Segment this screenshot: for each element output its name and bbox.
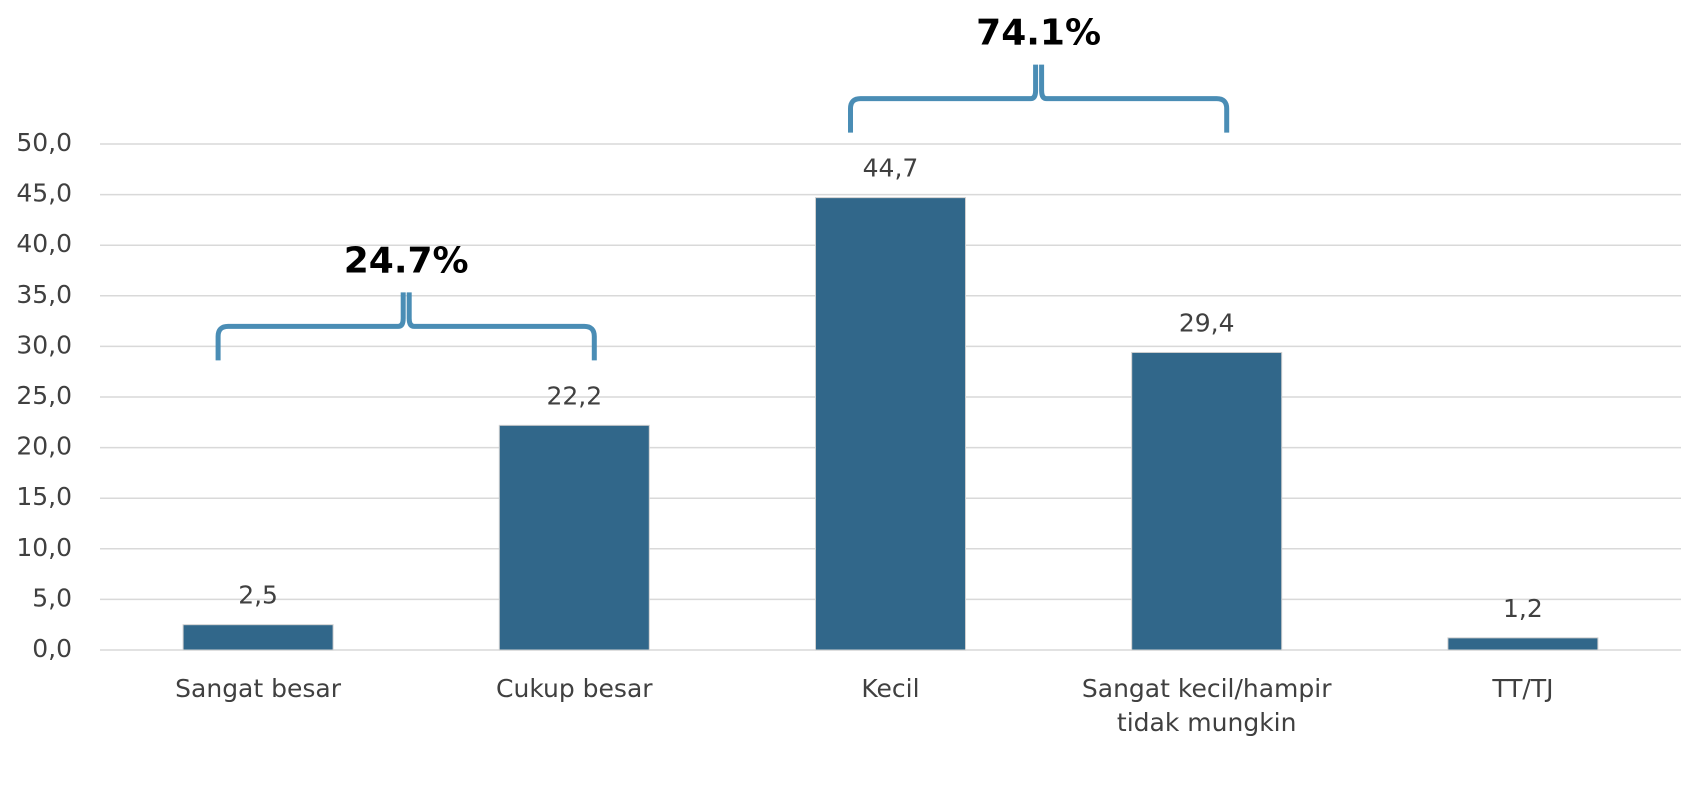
bar (815, 197, 966, 651)
label-line: tidak mungkin (1117, 708, 1297, 737)
data-label: 2,5 (238, 581, 278, 610)
y-tick-label: 0,0 (32, 634, 72, 663)
annotation: 24.7% (344, 240, 469, 281)
bracket (848, 64, 1230, 133)
label-line: Sangat kecil/hampir (1082, 674, 1332, 703)
annotation: 74.1% (976, 13, 1101, 54)
bar (498, 424, 650, 651)
data-label: 22,2 (546, 381, 602, 410)
data-label: 29,4 (1179, 308, 1235, 337)
bar (182, 624, 334, 651)
x-tick-label: Sangat kecil/hampir tidak mungkin (1082, 674, 1332, 737)
y-tick-label: 35,0 (16, 280, 72, 309)
y-tick-label: 50,0 (16, 128, 72, 157)
y-tick-label: 5,0 (32, 583, 72, 612)
y-tick-label: 20,0 (16, 432, 72, 461)
x-tick-label: Sangat besar (175, 674, 342, 703)
y-tick-label: 25,0 (16, 381, 72, 410)
x-tick-label: Cukup besar (496, 674, 653, 703)
y-tick-label: 40,0 (16, 229, 72, 258)
data-label: 44,7 (863, 154, 919, 183)
y-tick-label: 30,0 (16, 330, 72, 359)
data-label: 1,2 (1503, 594, 1543, 623)
y-tick-label: 15,0 (16, 482, 72, 511)
bar (1131, 351, 1283, 651)
x-tick-label: Kecil (861, 674, 919, 703)
y-tick-label: 10,0 (16, 533, 72, 562)
x-tick-label: TT/TJ (1491, 674, 1553, 703)
bar (1447, 637, 1599, 651)
bracket (215, 292, 597, 361)
y-tick-label: 45,0 (16, 179, 72, 208)
